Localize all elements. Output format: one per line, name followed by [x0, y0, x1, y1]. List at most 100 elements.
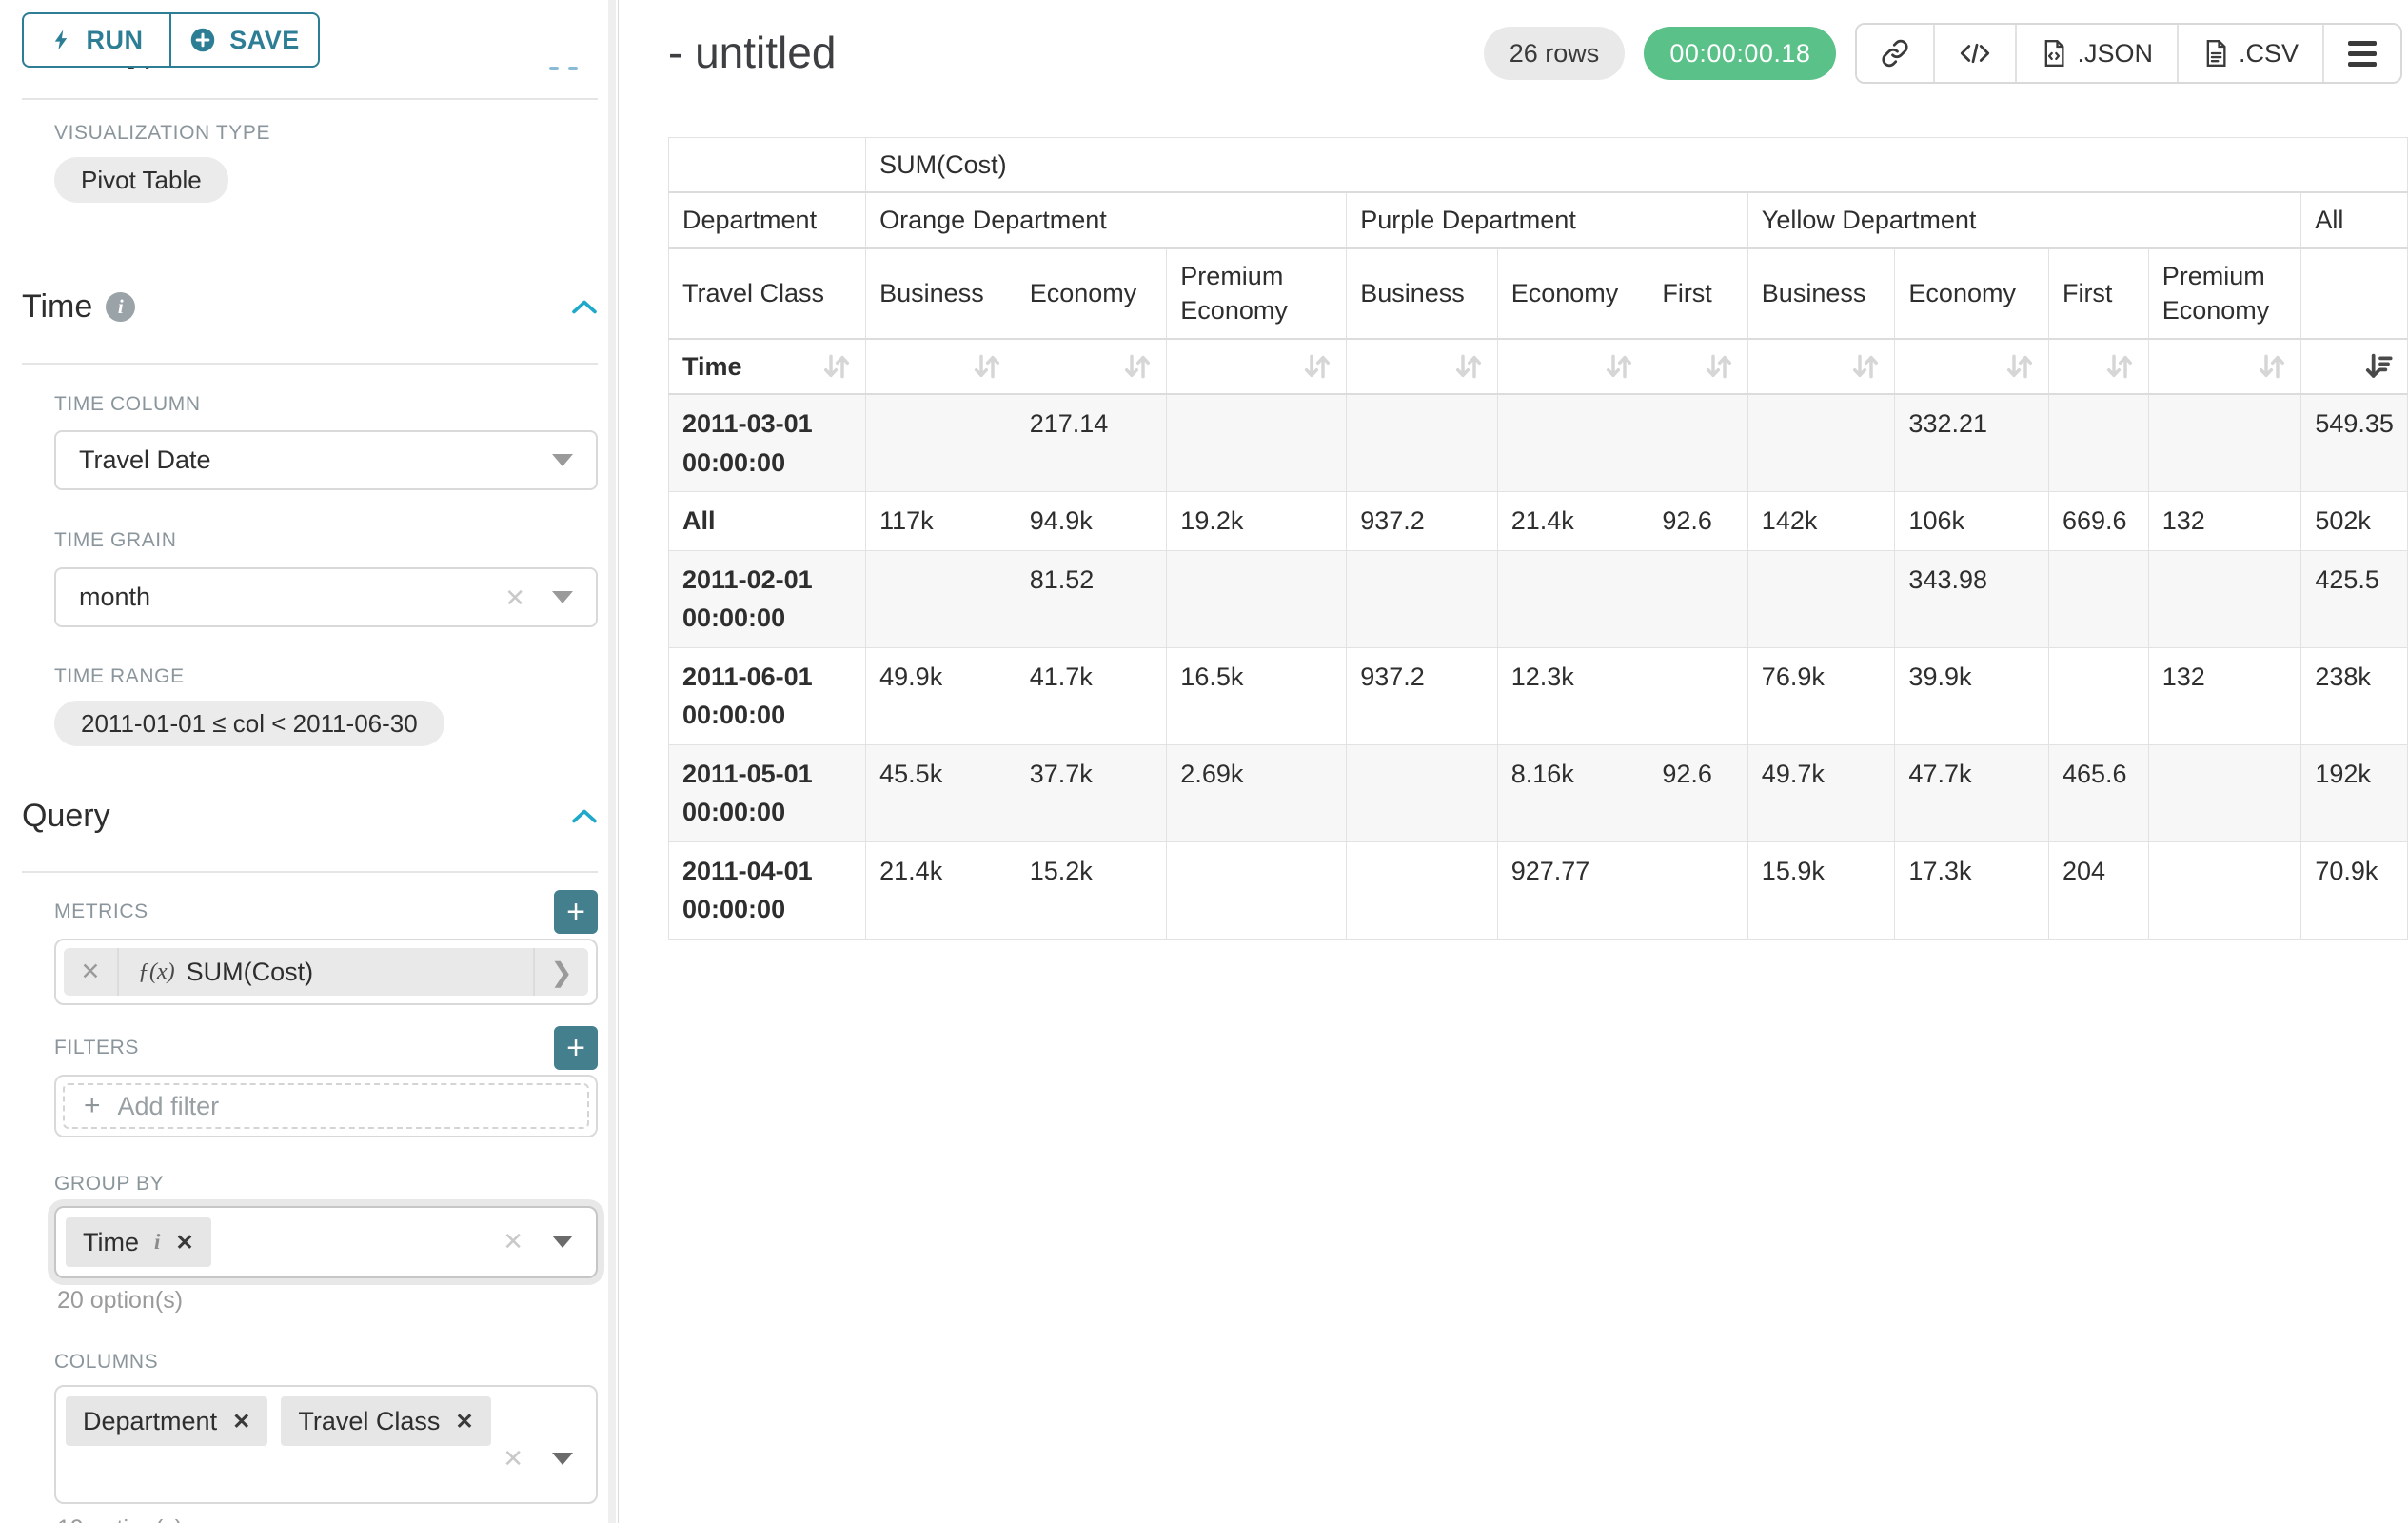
clear-icon[interactable]: ✕ — [503, 1444, 523, 1473]
clipped-icon — [568, 67, 578, 70]
sort-toggle[interactable] — [1747, 338, 1896, 396]
sort-icon[interactable] — [1850, 352, 1881, 381]
column-header — [2300, 247, 2408, 340]
pivot-row-header: 2011-06-01 00:00:00 — [667, 646, 867, 745]
columns-select[interactable]: Department ✕ Travel Class ✕ ✕ — [54, 1385, 598, 1504]
columns-item-travel-class[interactable]: Travel Class ✕ — [281, 1396, 491, 1446]
sort-toggle[interactable] — [1496, 338, 1649, 396]
group-by-select[interactable]: Time i ✕ ✕ — [54, 1206, 598, 1278]
collapse-time-section[interactable] — [571, 299, 598, 315]
pivot-cell — [1166, 393, 1348, 493]
pivot-cell — [1496, 549, 1649, 648]
clear-icon[interactable]: ✕ — [503, 1227, 523, 1256]
sort-icon[interactable] — [1704, 352, 1734, 381]
pivot-corner-cell — [667, 137, 867, 194]
chevron-down-icon[interactable] — [552, 591, 573, 603]
run-button[interactable]: RUN — [22, 12, 170, 68]
sort-toggle[interactable] — [865, 338, 1016, 396]
column-header: Economy — [1894, 247, 2049, 340]
sort-icon[interactable] — [1604, 352, 1634, 381]
table-row: 2011-03-01 00:00:00 217.14 332.21 549.35 — [667, 393, 2408, 493]
pivot-table: SUM(Cost) Department Orange Department Purp… — [667, 137, 2408, 940]
sort-toggle[interactable] — [1894, 338, 2049, 396]
pivot-cell — [1648, 646, 1748, 745]
sort-toggle[interactable] — [1346, 338, 1498, 396]
sort-toggle[interactable] — [1166, 338, 1348, 396]
columns-item-department[interactable]: Department ✕ — [66, 1396, 268, 1446]
pivot-cell — [2047, 646, 2149, 745]
pivot-cell — [1496, 393, 1649, 493]
sort-toggle[interactable] — [2047, 338, 2149, 396]
pivot-row-header: 2011-04-01 00:00:00 — [667, 841, 867, 940]
pivot-cell: 332.21 — [1894, 393, 2049, 493]
add-filter-dropzone[interactable]: + Add filter — [63, 1083, 589, 1129]
metric-item[interactable]: ✕ ƒ(x) SUM(Cost) ❯ — [64, 948, 588, 996]
pivot-cell: 343.98 — [1894, 549, 2049, 648]
time-column-select[interactable]: Travel Date — [54, 430, 598, 490]
time-grain-select[interactable]: month ✕ — [54, 567, 598, 627]
view-query-button[interactable] — [1933, 25, 2016, 82]
chevron-down-icon[interactable] — [552, 1452, 573, 1465]
remove-tag-icon[interactable]: ✕ — [232, 1408, 251, 1434]
pivot-row-header: 2011-02-01 00:00:00 — [667, 549, 867, 648]
pivot-cell: 19.2k — [1166, 491, 1348, 551]
chevron-down-icon[interactable] — [552, 1235, 573, 1248]
sort-desc-icon[interactable] — [2363, 352, 2394, 381]
remove-metric-icon[interactable]: ✕ — [64, 948, 119, 996]
sort-icon[interactable] — [2004, 352, 2035, 381]
chart-title[interactable]: - untitled — [668, 28, 837, 77]
sort-icon[interactable] — [1302, 352, 1332, 381]
pivot-cell: 21.4k — [1496, 491, 1649, 551]
collapse-query-section[interactable] — [571, 808, 598, 824]
pivot-cell: 927.77 — [1496, 841, 1649, 940]
sidebar-scrollbar[interactable] — [608, 0, 616, 1523]
chevron-right-icon[interactable]: ❯ — [533, 948, 588, 996]
sort-toggle[interactable] — [1648, 338, 1748, 396]
pivot-cell: 17.3k — [1894, 841, 2049, 940]
visualization-type-value[interactable]: Pivot Table — [54, 157, 228, 203]
sort-icon[interactable] — [972, 352, 1002, 381]
pivot-cell — [2047, 549, 2149, 648]
sort-toggle-active[interactable] — [2300, 338, 2408, 396]
pivot-cell: 465.6 — [2047, 743, 2149, 842]
bolt-icon — [54, 30, 67, 50]
add-metric-button[interactable]: + — [554, 890, 598, 934]
pivot-cell: 41.7k — [1015, 646, 1168, 745]
add-filter-button[interactable]: + — [554, 1026, 598, 1070]
chevron-down-icon[interactable] — [552, 454, 573, 466]
department-axis-label: Department — [667, 191, 867, 249]
export-json-button[interactable]: .JSON — [2015, 25, 2177, 82]
group-by-item-time[interactable]: Time i ✕ — [66, 1217, 211, 1267]
sort-icon[interactable] — [1453, 352, 1484, 381]
remove-tag-icon[interactable]: ✕ — [175, 1229, 194, 1255]
pivot-row-header: 2011-03-01 00:00:00 — [667, 393, 867, 493]
export-csv-button[interactable]: .CSV — [2176, 25, 2322, 82]
pivot-cell: 92.6 — [1648, 491, 1748, 551]
pivot-cell: 15.2k — [1015, 841, 1168, 940]
info-icon[interactable]: i — [106, 292, 136, 322]
pivot-cell: 49.7k — [1747, 743, 1896, 842]
info-icon[interactable]: i — [154, 1230, 161, 1254]
clear-icon[interactable]: ✕ — [504, 583, 525, 612]
sort-icon[interactable] — [1122, 352, 1153, 381]
remove-tag-icon[interactable]: ✕ — [455, 1408, 474, 1434]
group-by-item-label: Time — [83, 1227, 139, 1256]
table-row: 2011-04-01 00:00:00 21.4k 15.2k 927.77 15.9k… — [667, 841, 2408, 940]
share-link-button[interactable] — [1857, 25, 1934, 82]
time-range-value[interactable]: 2011-01-01 ≤ col < 2011-06-30 — [54, 701, 444, 746]
pivot-cell: 81.52 — [1015, 549, 1168, 648]
time-section-title: Time — [22, 288, 93, 325]
column-header: Business — [1346, 247, 1498, 340]
sort-icon[interactable] — [2257, 352, 2287, 381]
pivot-cell: 49.9k — [865, 646, 1016, 745]
sort-header-time[interactable]: Time — [667, 338, 867, 396]
sort-icon[interactable] — [2104, 352, 2135, 381]
sort-toggle[interactable] — [2147, 338, 2302, 396]
column-header: Business — [1747, 247, 1896, 340]
save-button[interactable]: SAVE — [170, 12, 320, 68]
visualization-type-label: VISUALIZATION TYPE — [54, 122, 271, 144]
sort-toggle[interactable] — [1015, 338, 1168, 396]
sort-icon[interactable] — [821, 352, 852, 381]
menu-button[interactable] — [2322, 25, 2400, 82]
pivot-cell: 45.5k — [865, 743, 1016, 842]
